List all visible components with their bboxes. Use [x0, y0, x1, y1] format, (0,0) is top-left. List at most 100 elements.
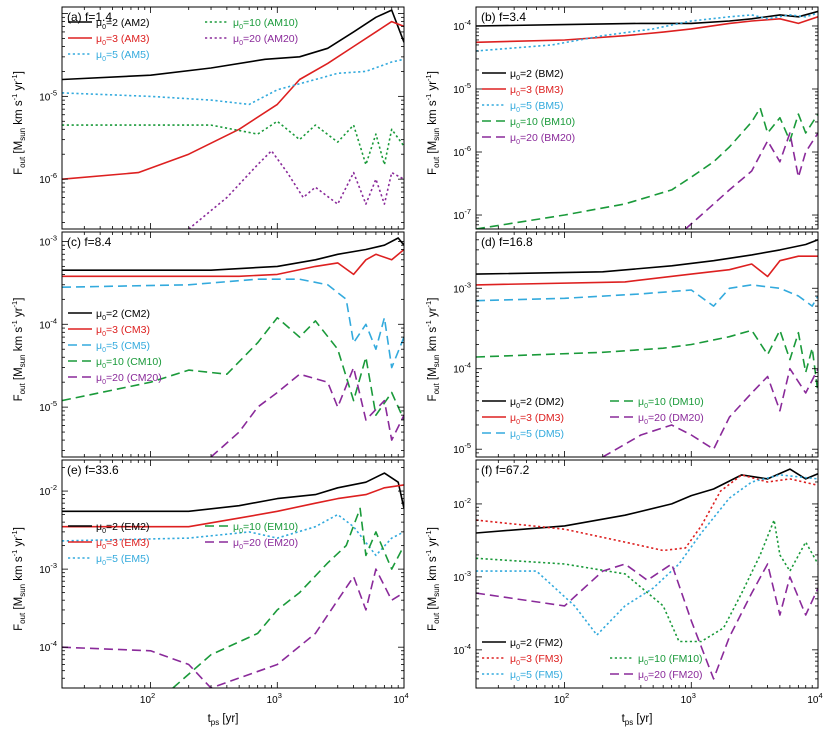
tick-exponent: -5	[464, 441, 471, 450]
y-axis-unit-rest2: yr	[427, 307, 439, 320]
legend-label: =5 (CM5)	[106, 340, 150, 352]
y-axis-unit: [M	[13, 597, 25, 613]
x-tick-label: 104	[807, 691, 822, 706]
legend-entry: μ0=20 (BM20)	[510, 132, 575, 146]
y-axis-label: Fout [Msun km s-1 yr-1]	[10, 298, 27, 402]
legend-mu-sub: 0	[644, 676, 648, 683]
legend-entry: μ0=5 (BM5)	[510, 100, 563, 114]
legend-entry: μ0=20 (FM20)	[638, 669, 703, 683]
legend-entry: μ0=5 (EM5)	[96, 553, 149, 567]
legend-entry: μ0=10 (CM10)	[96, 356, 162, 370]
series-line-2	[476, 10, 818, 27]
y-axis-unit-rest: km s	[427, 556, 439, 584]
tick-exponent: -6	[50, 171, 57, 180]
tick-base: 10	[267, 695, 279, 706]
y-axis-label: Fout [Msun km s-1 yr-1]	[10, 71, 27, 175]
panel-title: (f) f=67.2	[481, 463, 530, 477]
y-axis-symbol: F	[427, 624, 439, 631]
legend-mu: μ	[638, 669, 644, 681]
series-line-20	[62, 568, 404, 688]
x-axis-unit: [yr]	[219, 713, 238, 725]
x-tick-label: 103	[267, 691, 282, 706]
tick-exponent: -6	[464, 144, 471, 153]
series-line-10	[172, 507, 404, 688]
legend-entry: μ0=2 (FM2)	[510, 637, 563, 651]
y-tick-label: 10-5	[453, 441, 471, 456]
legend-mu-sub: 0	[644, 419, 648, 426]
legend-label: =10 (AM10)	[243, 17, 298, 29]
tick-exponent: -4	[50, 316, 57, 325]
tick-exponent: 4	[818, 691, 822, 700]
legend-mu: μ	[510, 637, 516, 649]
y-axis-unit-rest2: yr	[13, 307, 25, 320]
legend-entry: μ0=20 (AM20)	[233, 33, 298, 47]
legend-label: =20 (AM20)	[243, 33, 298, 45]
y-axis-exp: -1	[10, 320, 19, 327]
legend-mu: μ	[510, 132, 516, 144]
legend-mu-sub: 0	[102, 347, 106, 354]
tick-base: 10	[393, 695, 405, 706]
y-tick-label: 10-7	[453, 207, 471, 222]
legend-mu-sub: 0	[516, 91, 520, 98]
y-tick-label: 10-3	[453, 280, 471, 295]
legend-entry: μ0=20 (CM20)	[96, 372, 162, 386]
tick-base: 10	[39, 403, 51, 414]
legend-label: =20 (EM20)	[243, 537, 298, 549]
legend-mu-sub: 0	[102, 331, 106, 338]
legend-mu-sub: 0	[516, 676, 520, 683]
tick-base: 10	[453, 148, 465, 159]
legend-mu: μ	[510, 669, 516, 681]
legend-entry: μ0=2 (AM2)	[96, 17, 149, 31]
tick-exponent: -3	[50, 233, 57, 242]
y-axis-symbol: F	[13, 624, 25, 631]
legend-mu-sub: 0	[516, 660, 520, 667]
y-axis-label: Fout [Msun km s-1 yr-1]	[424, 298, 441, 402]
legend-mu: μ	[96, 356, 102, 368]
tick-base: 10	[39, 175, 51, 186]
legend-label: =5 (FM5)	[520, 669, 563, 681]
y-axis-exp2: -1	[10, 530, 19, 537]
y-axis-exp2: -1	[10, 74, 19, 81]
legend-label: =3 (BM3)	[520, 84, 563, 96]
legend-mu: μ	[96, 308, 102, 320]
tick-exponent: -4	[464, 361, 471, 370]
y-axis-sub: out	[18, 612, 27, 624]
y-axis-unit-sub: sun	[18, 128, 27, 141]
y-axis-close: ]	[13, 527, 25, 530]
legend-entry: μ0=3 (CM3)	[96, 324, 150, 338]
y-axis-unit: [M	[427, 597, 439, 613]
legend-entry: μ0=3 (FM3)	[510, 653, 563, 667]
legend-mu-sub: 0	[102, 544, 106, 551]
legend-mu: μ	[510, 116, 516, 128]
y-axis-unit-rest: km s	[13, 327, 25, 355]
legend-label: =5 (AM5)	[106, 49, 149, 61]
y-axis-unit-rest2: yr	[427, 537, 439, 550]
tick-base: 10	[681, 695, 693, 706]
legend-entry: μ0=10 (DM10)	[638, 396, 704, 410]
tick-exponent: 3	[692, 691, 696, 700]
legend-entry: μ0=3 (DM3)	[510, 412, 564, 426]
y-axis-symbol: F	[13, 168, 25, 175]
series-line-2	[62, 9, 404, 81]
legend-label: =2 (AM2)	[106, 17, 149, 29]
legend-label: =2 (CM2)	[106, 308, 150, 320]
legend-mu-sub: 0	[102, 315, 106, 322]
y-axis-unit-sub: sun	[18, 354, 27, 367]
legend-mu: μ	[638, 653, 644, 665]
legend-entry: μ0=2 (EM2)	[96, 521, 149, 535]
y-axis-unit: [M	[13, 367, 25, 383]
legend-mu: μ	[510, 84, 516, 96]
tick-exponent: -2	[50, 483, 57, 492]
legend-entry: μ0=10 (BM10)	[510, 116, 575, 130]
legend-mu-sub: 0	[516, 75, 520, 82]
legend-mu: μ	[96, 521, 102, 533]
legend-entry: μ0=5 (AM5)	[96, 49, 149, 63]
y-axis-exp2: -1	[424, 301, 433, 308]
y-axis-sub: out	[432, 383, 441, 395]
x-axis-sub: ps	[625, 718, 633, 727]
legend-entry: μ0=10 (EM10)	[233, 521, 298, 535]
